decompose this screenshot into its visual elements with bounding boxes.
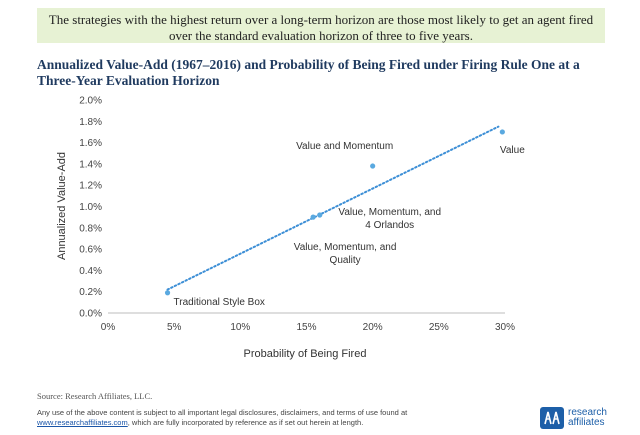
y-tick-label: 1.6% [79,138,102,149]
y-tick-label: 0.6% [79,245,102,256]
key-takeaway-callout: The strategies with the highest return o… [37,8,605,43]
y-tick-label: 0.4% [79,266,102,277]
point-labels: Traditional Style Box Value, Momentum, an… [174,141,526,308]
point-label-value-momentum-and-quality: Value, Momentum, and Quality [294,242,397,266]
x-tick-label: 0% [101,322,116,333]
x-tick-label: 10% [230,322,250,333]
logo-line-2: affiliates [568,417,605,428]
logo-line-1: research [568,407,607,418]
y-tick-label: 0.8% [79,223,102,234]
disclaimer-text-end: , which are fully incorporated by refere… [127,418,364,427]
x-tick-label: 30% [495,322,515,333]
y-tick-label: 1.8% [79,117,102,128]
chart-axes: 0.0% 0.2% 0.4% 0.6% 0.8% 1.0% 1.2% 1.4% 1.6% 1.8%… [79,96,515,334]
point-label-traditional-style-box: Traditional Style Box [174,297,265,308]
x-tick-label: 5% [167,322,182,333]
data-points [164,129,505,296]
y-tick-label: 2.0% [79,96,102,107]
point-label-line: Value, Momentum, and [294,242,397,253]
point-label-line: Value, Momentum, and [338,207,441,218]
logo-wordmark: research affiliates [568,408,607,428]
point-label-line: Quality [330,255,361,266]
source-note: Source: Research Affiliates, LLC. [37,391,153,401]
x-tick-label: 25% [429,322,449,333]
y-tick-label: 1.0% [79,202,102,213]
logo-mark-icon [540,407,564,429]
y-tick-label: 0.0% [79,309,102,320]
data-point-value-momentum-and-4-orlandos [317,212,323,218]
point-label-value-and-momentum: Value and Momentum [296,141,393,152]
research-affiliates-logo: research affiliates [540,405,636,431]
data-point-value-and-momentum [370,163,376,169]
y-tick-label: 0.2% [79,287,102,298]
data-point-value-momentum-and-quality [310,214,316,220]
point-label-value-momentum-and-4-orlandos: Value, Momentum, and 4 Orlandos [338,207,441,231]
chart-title: Annualized Value-Add (1967–2016) and Pro… [37,57,580,88]
legal-disclaimer: Any use of the above content is subject … [37,408,457,428]
y-tick-label: 1.4% [79,159,102,170]
point-label-line: Traditional Style Box [174,297,265,308]
data-point-traditional-style-box [164,290,171,296]
trendline [166,125,500,291]
trendline-group [166,125,500,291]
website-link[interactable]: www.researchaffiliates.com [37,418,128,427]
x-tick-label: 15% [296,322,316,333]
y-tick-label: 1.2% [79,181,102,192]
callout-text: The strategies with the highest return o… [48,12,594,43]
x-tick-label: 20% [363,322,383,333]
x-axis-label: Probability of Being Fired [244,348,367,360]
point-label-line: 4 Orlandos [365,220,414,231]
scatter-chart: 0.0% 0.2% 0.4% 0.6% 0.8% 1.0% 1.2% 1.4% 1.6% 1.8%… [56,96,526,361]
y-axis-label: Annualized Value-Add [56,152,68,260]
point-label-line: Value [500,145,525,156]
disclaimer-text: Any use of the above content is subject … [37,408,408,417]
point-label-value: Value [500,145,525,156]
point-label-line: Value and Momentum [296,141,393,152]
data-point-value [499,129,505,135]
